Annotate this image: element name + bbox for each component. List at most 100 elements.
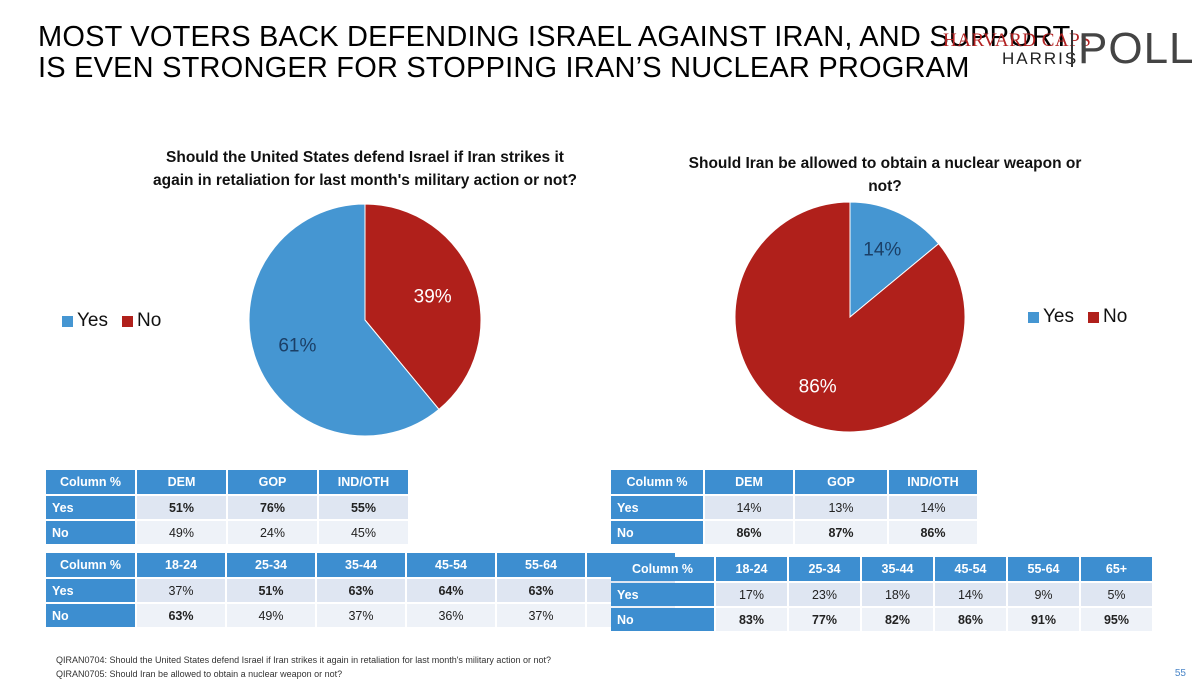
harvard-caps-harris-poll-logo: HARVARD CAPS HARRIS POLL [940,24,1194,73]
table-row: Yes 51% 76% 55% [46,496,408,519]
table-cell: 51% [227,579,315,602]
column-header: GOP [795,470,887,494]
table-cell: 37% [317,604,405,627]
table-cell: 63% [137,604,225,627]
table-row: Yes 17% 23% 18% 14% 9% 5% [611,583,1152,606]
table-cell: 49% [137,521,226,544]
table-cell: 49% [227,604,315,627]
column-header: Column % [611,470,703,494]
table-cell: 86% [935,608,1006,631]
row-label: Yes [611,583,714,606]
table-cell: 5% [1081,583,1152,606]
legend-swatch-no [1088,311,1099,323]
chart-title-right-line1: Should Iran be allowed to obtain a nucle… [688,155,1082,172]
legend-label-no: No [1103,306,1128,327]
table-row: No 83% 77% 82% 86% 91% 95% [611,608,1152,631]
row-label: Yes [611,496,703,519]
legend-left-no: No [122,310,161,332]
page-number: 55 [1174,668,1186,679]
column-header: IND/OTH [319,470,408,494]
crosstab-left-party: Column % DEM GOP IND/OTH Yes 51% 76% 55% No 49% 24… [44,468,410,546]
table-cell: 95% [1081,608,1152,631]
table-cell: 18% [862,583,933,606]
table-cell: 87% [795,521,887,544]
chart-title-left: Should the United States defend Israel i… [90,146,640,192]
slide-title-line1: MOST VOTERS BACK DEFENDING ISRAEL AGAINS… [38,21,1071,53]
column-header: Column % [611,557,714,581]
column-header: 55-64 [497,553,585,577]
legend-label-yes: Yes [1043,306,1074,327]
footnote-2: QIRAN0705: Should Iran be allowed to obt… [56,669,343,679]
column-header: 65+ [1081,557,1152,581]
column-header: DEM [705,470,793,494]
chart-title-right-line2: not? [868,178,902,195]
pie-slice-yes [248,203,440,437]
footnote-1: QIRAN0704: Should the United States defe… [56,655,551,665]
legend-swatch-yes [1028,311,1039,323]
crosstab-left-age: Column %18-2425-3435-4445-5455-6465+Yes3… [44,551,677,629]
row-label: No [46,521,135,544]
row-label: Yes [46,496,135,519]
column-header: Column % [46,553,135,577]
pie-label-no: 39% [414,287,452,308]
table-cell: 63% [497,579,585,602]
table-cell: 76% [228,496,317,519]
table-cell: 51% [137,496,226,519]
legend-label-yes: Yes [77,310,108,331]
row-label: No [611,521,703,544]
table-cell: 55% [319,496,408,519]
table-cell: 83% [716,608,787,631]
legend-swatch-no [122,315,133,327]
column-header: DEM [137,470,226,494]
logo-poll: POLL [1078,24,1195,73]
table-cell: 9% [1008,583,1079,606]
column-header: 35-44 [862,557,933,581]
table-cell: 86% [889,521,977,544]
slide-title-line2: IS EVEN STRONGER FOR STOPPING IRAN’S NUC… [38,52,970,84]
table-cell: 63% [317,579,405,602]
table-cell: 24% [228,521,317,544]
table-cell: 37% [497,604,585,627]
column-header: 55-64 [1008,557,1079,581]
table-cell: 13% [795,496,887,519]
row-label: Yes [46,579,135,602]
table-cell: 82% [862,608,933,631]
legend-left-yes: Yes [62,310,108,332]
pie-label-yes: 61% [278,335,316,356]
table-row: Yes 14% 13% 14% [611,496,977,519]
table-cell: 14% [705,496,793,519]
table-cell: 23% [789,583,860,606]
row-label: No [46,604,135,627]
legend-label-no: No [137,310,162,331]
column-header: 45-54 [407,553,495,577]
column-header: GOP [228,470,317,494]
table-header-row: Column % DEM GOP IND/OTH [611,470,977,494]
legend-swatch-yes [62,315,73,327]
table-cell: 36% [407,604,495,627]
logo-harvard-caps: HARVARD CAPS [943,30,1092,51]
column-header: Column % [46,470,135,494]
pie-slice-no [364,203,482,411]
logo-harris: HARRIS [1002,49,1079,68]
legend-right-no: No [1088,306,1127,328]
table-cell: 45% [319,521,408,544]
table-cell: 14% [889,496,977,519]
table-row: No 86% 87% 86% [611,521,977,544]
column-header: 18-24 [137,553,225,577]
column-header: 25-34 [227,553,315,577]
column-header: 45-54 [935,557,1006,581]
column-header: IND/OTH [889,470,977,494]
column-header: 18-24 [716,557,787,581]
chart-title-right: Should Iran be allowed to obtain a nucle… [650,152,1120,198]
table-cell: 17% [716,583,787,606]
chart-title-left-line1: Should the United States defend Israel i… [166,149,564,166]
crosstab-right-party: Column % DEM GOP IND/OTH Yes 14% 13% 14% No 86% 87… [609,468,979,546]
logo-divider [1071,30,1073,67]
slide-title: MOST VOTERS BACK DEFENDING ISRAEL AGAINS… [38,21,1071,84]
table-cell: 37% [137,579,225,602]
